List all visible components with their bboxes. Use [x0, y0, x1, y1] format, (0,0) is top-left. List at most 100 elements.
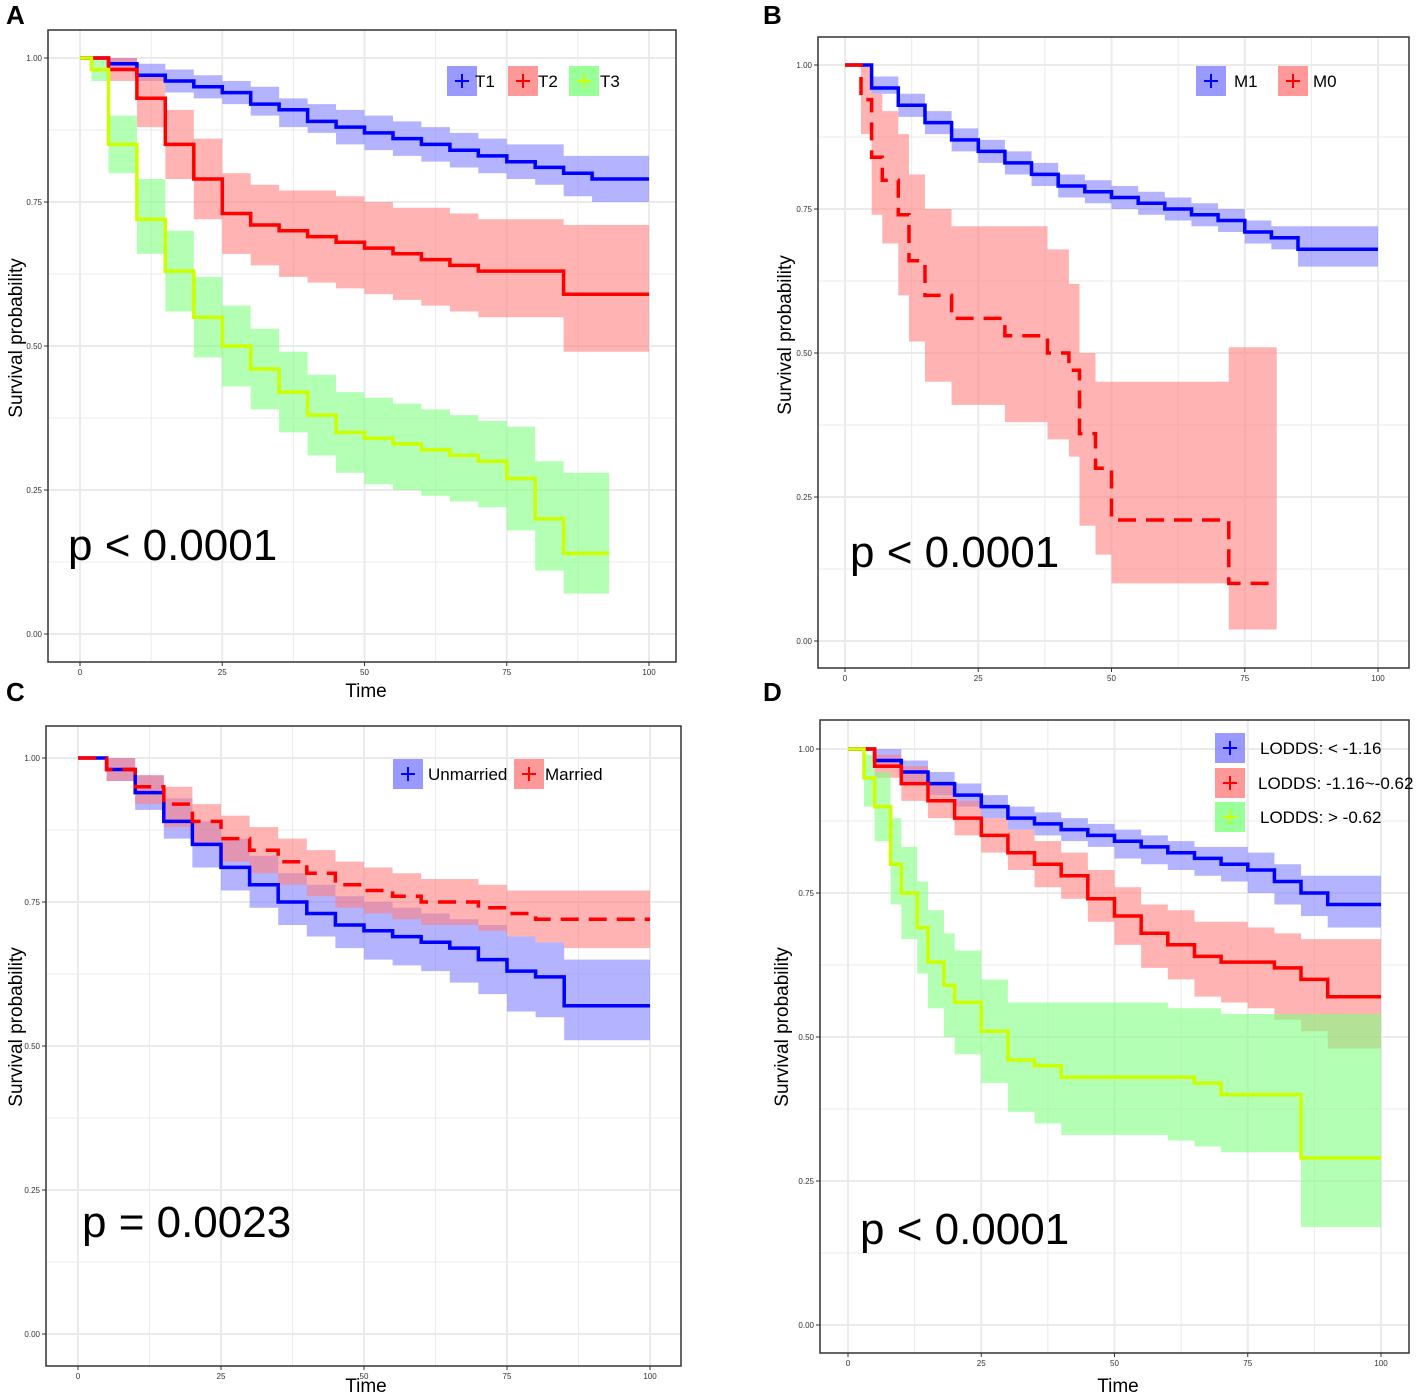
legend-item: M0 — [1278, 66, 1337, 96]
curve-lodds-1-16-0-62 — [848, 747, 1381, 999]
p-value-label: p < 0.0001 — [68, 521, 277, 570]
legend-item: M1 — [1196, 66, 1258, 96]
y-tick-label: 1.00 — [26, 54, 42, 63]
legend-label: Married — [545, 765, 603, 784]
survival-curves — [78, 756, 650, 1008]
x-axis-ticks: 0 25 50 75 100 — [846, 1353, 1388, 1368]
x-tick-label: 0 — [78, 668, 83, 677]
legend-item: T2 — [508, 66, 558, 96]
x-tick-label: 75 — [502, 668, 511, 677]
x-tick-label: 25 — [974, 674, 983, 683]
x-axis-title: Time — [345, 1376, 387, 1397]
legend-item: Unmarried — [393, 759, 507, 789]
curve-t3 — [80, 56, 610, 556]
x-axis-title: Time — [1097, 1376, 1139, 1397]
x-tick-label: 50 — [360, 668, 369, 677]
curve-m1 — [845, 63, 1378, 252]
x-tick-label: 0 — [843, 674, 848, 683]
confidence-bands — [845, 65, 1378, 630]
x-tick-label: 100 — [1371, 674, 1385, 683]
y-tick-label: 0.25 — [798, 1177, 814, 1186]
legend-item: Married — [514, 759, 603, 789]
y-tick-label: 0.50 — [798, 1033, 814, 1042]
y-tick-label: 0.75 — [26, 198, 42, 207]
curve-t2 — [80, 56, 649, 296]
legend-label: T3 — [600, 72, 620, 91]
legend: T1 T2 T3 — [447, 66, 620, 96]
band-lodds-0-62 — [848, 749, 1381, 1228]
legend-item: LODDS: > -0.62 — [1215, 802, 1381, 832]
panel-b: B 0 25 50 75 100 0.00 0.25 0.50 0.75 1.00 Survival … — [763, 0, 1410, 683]
survival-curves — [80, 56, 649, 556]
legend-label: M0 — [1313, 72, 1337, 91]
legend-label: LODDS: > -0.62 — [1260, 808, 1381, 827]
y-tick-label: 0.50 — [796, 349, 812, 358]
x-tick-label: 75 — [1243, 1359, 1252, 1368]
x-tick-label: 50 — [1107, 674, 1116, 683]
legend-label: LODDS: -1.16~-0.62 — [1258, 774, 1413, 793]
band-m0 — [845, 65, 1277, 630]
survival-curves — [848, 747, 1381, 1160]
band-t2 — [80, 58, 649, 352]
y-tick-label: 0.25 — [796, 493, 812, 502]
x-axis-ticks: 0 25 50 75 100 — [78, 662, 656, 677]
x-tick-label: 100 — [642, 668, 656, 677]
panel-letter: D — [763, 677, 782, 707]
y-axis-ticks: 0.00 0.25 0.50 0.75 1.00 — [798, 745, 820, 1330]
y-tick-label: 1.00 — [798, 745, 814, 754]
y-tick-label: 0.75 — [796, 205, 812, 214]
y-tick-label: 1.00 — [796, 61, 812, 70]
x-tick-label: 25 — [977, 1359, 986, 1368]
x-tick-label: 75 — [503, 1372, 512, 1381]
curve-t1 — [80, 56, 649, 181]
curve-m0 — [845, 63, 1277, 586]
curve-lodds-1-16 — [848, 747, 1381, 907]
legend-label: T2 — [538, 72, 558, 91]
legend-item: LODDS: < -1.16 — [1215, 733, 1381, 763]
legend-label: M1 — [1234, 72, 1258, 91]
legend: M1 M0 — [1196, 66, 1337, 96]
p-value-label: p = 0.0023 — [82, 1198, 291, 1247]
y-axis-title: Survival probability — [6, 947, 27, 1107]
y-tick-label: 0.50 — [26, 342, 42, 351]
panel-letter: C — [6, 677, 25, 707]
y-axis-title: Survival probability — [775, 255, 796, 415]
y-tick-label: 1.00 — [24, 754, 40, 763]
y-tick-label: 0.50 — [24, 1042, 40, 1051]
p-value-label: p < 0.0001 — [860, 1205, 1069, 1254]
panel-d: D 0 25 50 75 100 0.00 0.25 0.50 0.75 1.00 Time Survi… — [763, 677, 1413, 1397]
x-tick-label: 0 — [846, 1359, 851, 1368]
p-value-label: p < 0.0001 — [850, 528, 1059, 577]
legend-label: LODDS: < -1.16 — [1260, 739, 1381, 758]
legend: Unmarried Married — [393, 759, 603, 789]
y-tick-label: 0.75 — [24, 898, 40, 907]
x-tick-label: 0 — [76, 1372, 81, 1381]
x-tick-label: 50 — [1110, 1359, 1119, 1368]
x-tick-label: 25 — [218, 668, 227, 677]
y-axis-ticks: 0.00 0.25 0.50 0.75 1.00 — [24, 754, 46, 1339]
y-tick-label: 0.75 — [798, 889, 814, 898]
x-axis-title: Time — [345, 681, 387, 702]
x-tick-label: 75 — [1240, 674, 1249, 683]
x-axis-ticks: 0 25 50 75 100 — [843, 668, 1385, 683]
y-tick-label: 0.25 — [24, 1186, 40, 1195]
y-tick-label: 0.25 — [26, 486, 42, 495]
x-tick-label: 25 — [217, 1372, 226, 1381]
panel-letter: B — [763, 0, 782, 30]
band-m1 — [845, 65, 1378, 267]
x-tick-label: 100 — [643, 1372, 657, 1381]
survival-curves — [845, 63, 1378, 586]
y-tick-label: 0.00 — [24, 1330, 40, 1339]
x-tick-label: 100 — [1374, 1359, 1388, 1368]
legend-label: T1 — [475, 72, 495, 91]
y-axis-title: Survival probability — [6, 258, 27, 418]
x-axis-ticks: 0 25 50 75 100 — [76, 1366, 657, 1381]
y-tick-label: 0.00 — [796, 637, 812, 646]
legend-item: T3 — [569, 66, 620, 96]
y-axis-ticks: 0.00 0.25 0.50 0.75 1.00 — [796, 61, 818, 646]
y-tick-label: 0.00 — [798, 1321, 814, 1330]
panel-letter: A — [6, 0, 25, 30]
y-tick-label: 0.00 — [26, 630, 42, 639]
legend-label: Unmarried — [428, 765, 507, 784]
